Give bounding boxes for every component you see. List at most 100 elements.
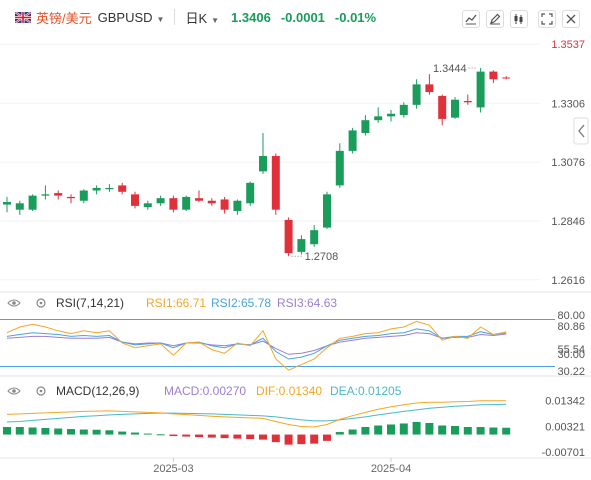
macd-histogram-bar [28, 427, 37, 435]
rsi-header: RSI(7,14,21) RSI1:66.71 RSI2:65.78 RSI3:… [7, 296, 337, 310]
macd-histogram-bar [105, 430, 114, 435]
candle-body [15, 203, 24, 210]
chevron-down-icon: ▼ [211, 15, 220, 25]
macd-histogram-bar [502, 427, 511, 435]
macd-histogram-bar [41, 428, 50, 435]
pencil-icon [490, 13, 501, 25]
candle-body [143, 203, 152, 208]
candle-body [41, 194, 50, 196]
macd-histogram-bar [143, 433, 152, 435]
macd-histogram-bar [297, 434, 306, 445]
candle-body [3, 202, 11, 205]
candle-body [463, 101, 472, 103]
macd-histogram-bar [361, 427, 370, 435]
gear-icon[interactable] [36, 298, 46, 308]
macd-histogram-bar [182, 434, 191, 437]
dif-line [6, 400, 507, 428]
symbol-selector[interactable]: GBPUSD ▼ [98, 10, 165, 25]
macd-histogram-bar [54, 428, 63, 435]
fullscreen-button[interactable] [538, 10, 556, 28]
macd-histogram-bar [207, 434, 216, 438]
macd-histogram-bar [335, 432, 344, 435]
min-price-label: 1.2708 [305, 251, 339, 263]
rsi1-line [6, 320, 507, 371]
macd-histogram-bar [489, 427, 498, 435]
eye-icon[interactable] [7, 387, 21, 395]
rsi-tick-label: 55.54 [557, 344, 585, 356]
macd-histogram-bar [233, 434, 242, 439]
candle-body [28, 195, 37, 210]
eye-icon[interactable] [7, 299, 21, 307]
macd-histogram-bar [220, 434, 229, 439]
candle-body [182, 196, 191, 210]
macd-title: MACD(12,26,9) [56, 384, 139, 398]
candle-body [348, 130, 357, 151]
macd-histogram-bar [438, 425, 447, 435]
macd-value: MACD:0.00270 [164, 384, 246, 398]
price-tick-label: 1.2846 [551, 216, 585, 228]
macd-histogram-bar [399, 423, 408, 435]
interval-selector[interactable]: 日K ▼ [185, 8, 219, 27]
macd-histogram-bar [169, 434, 178, 437]
candle-body [387, 113, 395, 117]
close-button[interactable] [562, 10, 580, 28]
macd-histogram-bar [246, 434, 255, 440]
dea-value: DEA:0.01205 [330, 384, 402, 398]
macd-histogram-bar [92, 429, 101, 435]
rsi1-value: RSI1:66.71 [146, 296, 206, 310]
panel-toggle-button[interactable] [573, 117, 589, 145]
date-label: 2025-04 [371, 463, 411, 475]
price-change: -0.0001 [280, 9, 325, 25]
macd-histogram-bar [271, 434, 280, 443]
macd-histogram-bar [118, 431, 127, 435]
rsi3-value: RSI3:64.63 [277, 296, 337, 310]
macd-histogram-bar [15, 427, 24, 435]
macd-histogram-bar [348, 429, 357, 435]
candle-body [79, 190, 88, 201]
chart-type-button[interactable] [510, 10, 528, 28]
uk-flag-icon [15, 11, 31, 23]
chevron-down-icon: ▼ [156, 14, 165, 24]
rsi2-line [6, 328, 507, 360]
candle-body [476, 71, 485, 108]
candle-body [438, 95, 447, 119]
expand-icon [541, 13, 553, 25]
divider [174, 9, 176, 25]
candlestick-icon [514, 14, 523, 24]
macd-axis: 0.01342 0.00321 -0.00701 [542, 396, 585, 460]
macd-histogram-bar [310, 434, 319, 444]
rsi-tick-label: 30.00 [557, 349, 585, 361]
rsi-tick-label: 80.86 [557, 321, 585, 333]
candle-body [412, 84, 421, 105]
macd-histogram-bar [476, 427, 485, 435]
macd-histogram-bar [412, 421, 421, 435]
candle-body [131, 194, 139, 206]
candle-body [399, 104, 408, 116]
candle-body [502, 77, 511, 79]
macd-histogram-bar [387, 424, 395, 435]
candle-body [335, 150, 344, 186]
rsi-tick-label: 80.00 [557, 310, 585, 322]
draw-button[interactable] [486, 10, 504, 28]
macd-histogram-bar [195, 434, 203, 438]
indicator-button[interactable] [462, 10, 480, 28]
interval-label: 日K [185, 10, 208, 26]
macd-histogram-bar [3, 427, 11, 435]
chevron-left-icon [578, 124, 585, 138]
price-tick-label: 1.3306 [551, 98, 585, 110]
gear-icon[interactable] [36, 386, 46, 396]
macd-tick-label: -0.00701 [542, 447, 585, 459]
macd-histogram-bar [463, 427, 472, 435]
macd-histogram-bar [67, 429, 75, 435]
candle-body [297, 239, 306, 252]
rsi2-value: RSI2:65.78 [211, 296, 271, 310]
pair-name: 英镑/美元 [36, 10, 92, 26]
candle-body [310, 230, 319, 245]
rsi-series [0, 319, 555, 371]
candle-body [105, 187, 114, 190]
macd-histogram-bar [284, 434, 293, 445]
candle-body [451, 99, 459, 118]
candle-body [207, 200, 216, 204]
